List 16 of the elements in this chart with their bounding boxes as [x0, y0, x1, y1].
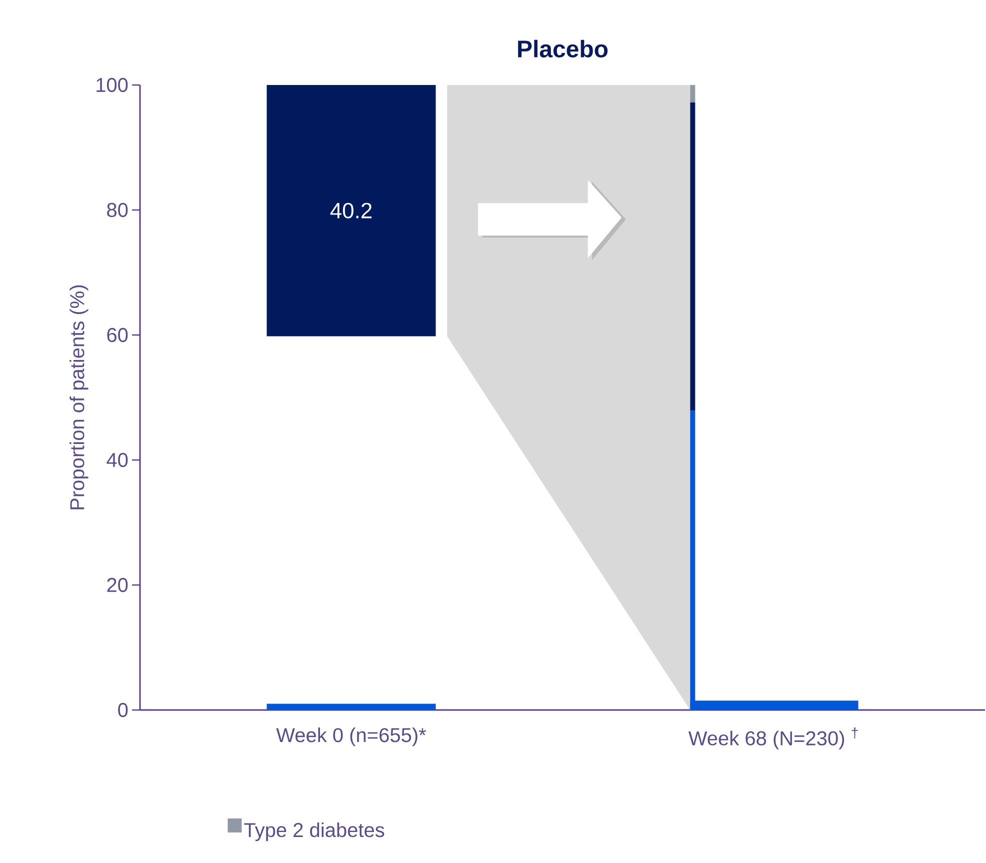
bar [690, 102, 696, 411]
y-tick-label: 0 [118, 702, 128, 718]
data-label: 40.2 [330, 202, 372, 218]
y-tick-label: 80 [107, 202, 128, 218]
bar [266, 704, 436, 710]
y-tick-label: 40 [106, 452, 128, 468]
bar [266, 84, 436, 336]
y-axis-title: Proportion of patients (%) [70, 285, 88, 510]
bar [690, 84, 696, 102]
y-tick-label: 20 [107, 578, 128, 592]
legend-label: Type 2 diabetes [244, 822, 384, 842]
y-tick-label: 100 [96, 78, 128, 92]
chart-title: Placebo [518, 40, 608, 58]
y-tick-label: 60 [107, 328, 128, 342]
x-tick-label: Week 68 (N=230) $^{†}$ [688, 728, 858, 750]
x-tick-label: Week 0 (n=655)* [276, 728, 426, 746]
